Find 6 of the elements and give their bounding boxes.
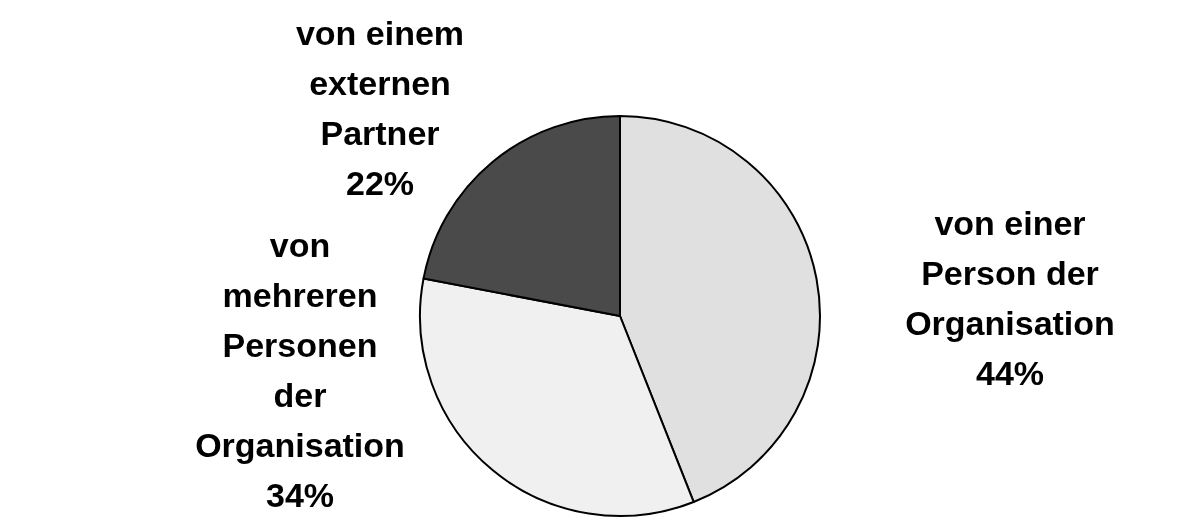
- data-label: 44%: [975, 354, 1045, 392]
- slice-label: von einem externen Partner: [295, 14, 465, 152]
- data-label: 34%: [265, 476, 335, 514]
- slice-label: von einer Person der Organisation: [905, 204, 1115, 342]
- slice-label: von mehreren Personen der Organisation: [195, 226, 405, 464]
- data-label: 22%: [345, 164, 415, 202]
